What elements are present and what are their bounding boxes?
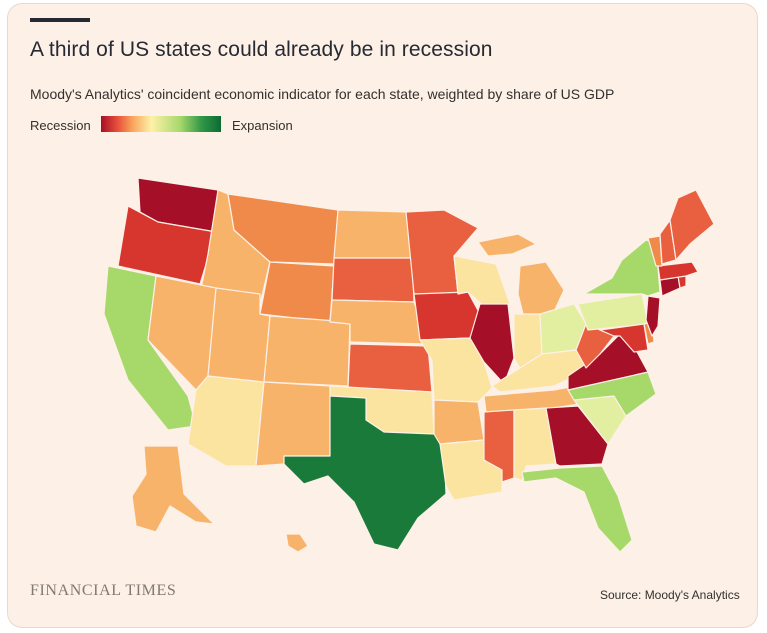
us-state-map (103, 177, 715, 553)
state-NJ[interactable] (645, 295, 661, 337)
state-CO[interactable] (263, 315, 351, 387)
state-HI[interactable] (285, 533, 309, 553)
state-KS[interactable] (347, 343, 433, 393)
state-RI[interactable] (677, 275, 687, 289)
state-IA[interactable] (413, 291, 481, 341)
state-NY[interactable] (583, 239, 661, 297)
state-MA[interactable] (657, 261, 699, 281)
state-ME[interactable] (669, 189, 715, 261)
state-NE[interactable] (329, 299, 429, 345)
state-MT[interactable] (227, 193, 339, 265)
state-NM[interactable] (255, 381, 331, 467)
state-TX[interactable] (283, 395, 447, 551)
header-rule (30, 18, 90, 22)
legend-label-recession: Recession (30, 118, 91, 133)
source-note: Source: Moody's Analytics (600, 588, 740, 602)
chart-subtitle: Moody's Analytics' coincident economic i… (30, 86, 615, 102)
legend-color-ramp (101, 116, 221, 132)
state-ND[interactable] (333, 209, 413, 259)
state-AZ[interactable] (187, 375, 265, 467)
state-MI-upper[interactable] (477, 233, 537, 257)
legend-label-expansion: Expansion (232, 118, 293, 133)
state-AK[interactable] (131, 445, 215, 533)
state-AR[interactable] (433, 399, 485, 445)
state-FL[interactable] (521, 465, 633, 553)
state-SD[interactable] (331, 257, 415, 303)
chart-card: A third of US states could already be in… (8, 4, 757, 627)
chart-title: A third of US states could already be in… (30, 38, 493, 61)
state-VT[interactable] (647, 235, 663, 267)
state-WY[interactable] (259, 261, 335, 323)
ft-brand-logo: FINANCIAL TIMES (30, 582, 177, 599)
